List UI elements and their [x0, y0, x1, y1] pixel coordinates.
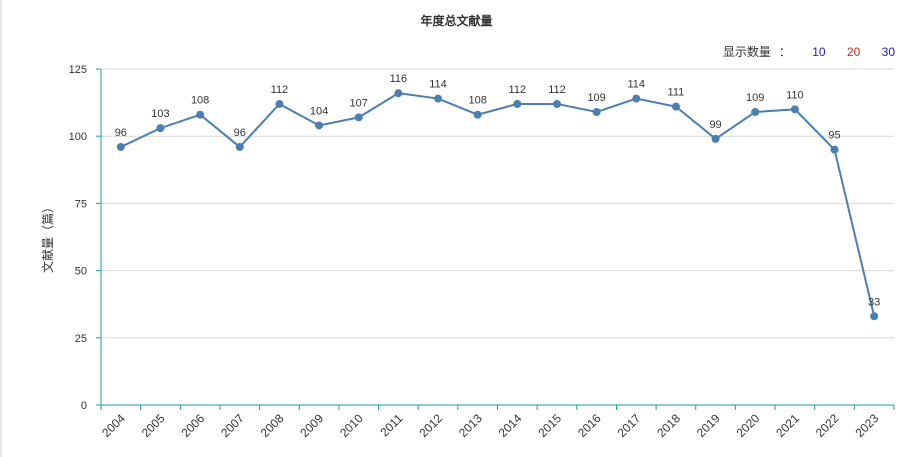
data-point-2014 [513, 99, 522, 108]
data-label-2004: 96 [115, 127, 127, 139]
y-tick-label-50: 50 [75, 266, 87, 278]
x-tick-label-2021: 2021 [773, 411, 802, 440]
x-tick-label-2012: 2012 [416, 411, 445, 440]
x-tick-label-2014: 2014 [496, 411, 525, 440]
data-point-2007 [235, 142, 244, 151]
x-tick-label-2006: 2006 [178, 411, 207, 440]
data-point-2023 [870, 312, 879, 321]
panel-left-border [0, 0, 2, 457]
data-label-2020: 109 [746, 92, 764, 104]
data-point-2019 [711, 134, 720, 143]
data-label-2008: 112 [271, 84, 289, 96]
data-label-2006: 108 [191, 95, 209, 107]
data-label-2005: 103 [151, 108, 169, 120]
y-tick-label-0: 0 [81, 400, 87, 412]
x-tick-label-2015: 2015 [535, 411, 564, 440]
data-point-2005 [156, 124, 165, 133]
x-tick-label-2022: 2022 [813, 411, 842, 440]
data-label-2013: 108 [468, 95, 486, 107]
data-label-2016: 109 [587, 92, 605, 104]
x-tick-label-2018: 2018 [654, 411, 683, 440]
data-point-2010 [354, 113, 363, 122]
data-label-2018: 111 [668, 87, 685, 99]
data-point-2006 [196, 110, 205, 119]
x-tick-label-2019: 2019 [694, 411, 723, 440]
data-label-2021: 110 [786, 89, 804, 101]
data-label-2015: 112 [548, 84, 566, 96]
y-axis-label: 文献量（篇） [40, 201, 55, 273]
y-tick-label-100: 100 [69, 131, 87, 143]
data-point-2008 [275, 99, 284, 108]
x-tick-label-2016: 2016 [575, 411, 604, 440]
data-label-2023: 33 [868, 296, 880, 308]
x-tick-label-2023: 2023 [853, 411, 882, 440]
data-point-2004 [116, 142, 125, 151]
data-label-2022: 95 [828, 130, 840, 142]
data-point-2017 [632, 94, 641, 103]
data-label-2007: 96 [234, 127, 246, 139]
data-point-2018 [671, 102, 680, 111]
chart-title: 年度总文献量 [420, 14, 493, 28]
x-tick-label-2017: 2017 [615, 411, 644, 440]
data-point-2013 [473, 110, 482, 119]
x-tick-label-2008: 2008 [258, 411, 287, 440]
data-label-2011: 116 [390, 73, 408, 85]
data-point-2020 [751, 108, 760, 117]
display-count-option-30[interactable]: 30 [881, 45, 895, 59]
x-tick-label-2004: 2004 [99, 411, 128, 440]
data-label-2019: 99 [709, 119, 721, 131]
data-point-2022 [830, 145, 839, 154]
x-tick-label-2005: 2005 [139, 411, 168, 440]
data-point-2015 [552, 99, 561, 108]
x-tick-label-2013: 2013 [456, 411, 485, 440]
x-tick-label-2009: 2009 [297, 411, 326, 440]
display-count-selector: 显示数量 ： 10 20 30 [723, 43, 895, 60]
data-point-2021 [790, 105, 799, 114]
display-count-label: 显示数量 [722, 45, 771, 59]
display-count-option-10[interactable]: 10 [812, 45, 826, 59]
y-tick-label-125: 125 [69, 64, 87, 76]
data-point-2011 [394, 89, 403, 98]
data-label-2014: 112 [509, 84, 527, 96]
x-tick-label-2011: 2011 [377, 411, 405, 439]
display-count-option-20[interactable]: 20 [846, 45, 861, 59]
data-label-2010: 107 [350, 97, 368, 109]
data-point-2012 [434, 94, 443, 103]
series-line [120, 92, 876, 317]
data-label-2017: 114 [628, 79, 646, 91]
x-tick-label-2020: 2020 [734, 411, 763, 440]
y-tick-label-25: 25 [75, 333, 87, 345]
x-tick-label-2007: 2007 [218, 411, 247, 440]
x-tick-label-2010: 2010 [337, 411, 366, 440]
data-label-2009: 104 [310, 105, 328, 117]
display-count-colon: ： [778, 45, 791, 59]
y-tick-label-75: 75 [75, 198, 87, 210]
data-point-2009 [315, 121, 324, 130]
data-label-2012: 114 [429, 79, 447, 91]
data-point-2016 [592, 108, 601, 117]
